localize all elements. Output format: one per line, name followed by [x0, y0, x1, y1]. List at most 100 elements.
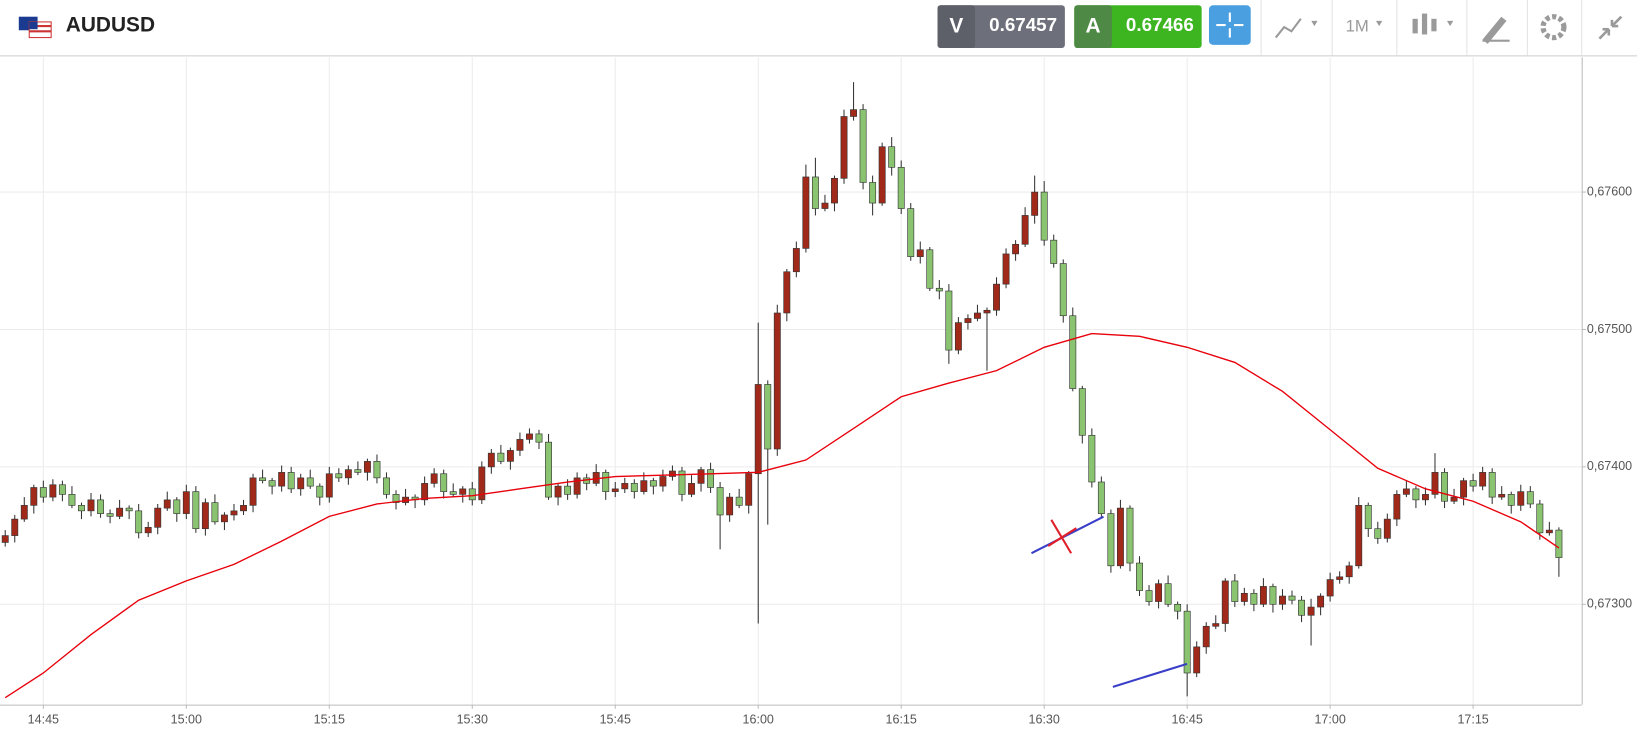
candle-body — [268, 480, 276, 487]
candle-body — [1460, 480, 1468, 498]
candle-body — [449, 491, 457, 495]
candle-body — [1288, 595, 1296, 601]
candle-body — [859, 109, 867, 183]
candle-body — [869, 182, 877, 204]
candle-body — [516, 439, 524, 451]
candle-body — [221, 514, 228, 523]
indicators-button[interactable] — [1274, 18, 1318, 39]
candle-body — [1345, 565, 1353, 578]
candle-body — [1441, 472, 1448, 502]
candle-body — [1526, 491, 1534, 505]
candle-body — [58, 484, 66, 495]
candle-body — [1107, 513, 1115, 567]
candle-body — [1174, 603, 1182, 612]
candle-body — [1393, 494, 1401, 520]
buy-price: 0.67466 — [1126, 14, 1194, 35]
candle-body — [1012, 243, 1020, 255]
candle-body — [916, 249, 924, 257]
candle-body — [1078, 388, 1086, 436]
x-tick-label: 14:45 — [28, 713, 59, 727]
candle-body — [392, 494, 400, 503]
candle-body — [1374, 528, 1382, 539]
candle-body — [1412, 488, 1420, 501]
candle-body — [163, 499, 171, 509]
x-tick-label: 17:00 — [1314, 713, 1345, 727]
candle-body — [1183, 610, 1191, 674]
symbol: AUDUSD — [66, 14, 155, 37]
candle-body — [1145, 590, 1153, 602]
candle-body — [278, 472, 286, 487]
candle-body — [1250, 592, 1258, 605]
candle-body — [154, 507, 162, 528]
candle-body — [1355, 505, 1363, 567]
sell-label-bg — [937, 5, 976, 49]
candle-body — [611, 488, 619, 492]
candle-body — [459, 488, 467, 495]
candle-body — [20, 505, 28, 520]
y-tick-label: 0,67300 — [1587, 597, 1632, 611]
candle-body — [564, 485, 572, 495]
dropdown-arrow — [1375, 20, 1383, 27]
candle-body — [373, 461, 381, 479]
crosshair-button[interactable] — [1208, 5, 1251, 45]
candle-body — [1469, 480, 1477, 487]
candle-body — [1136, 562, 1143, 591]
candle-body — [1422, 494, 1429, 501]
collapse-button[interactable] — [1598, 15, 1623, 40]
candle-body — [106, 513, 114, 517]
candle-body — [1279, 595, 1286, 605]
candle-body — [430, 473, 438, 484]
candle-body — [116, 507, 124, 517]
timeframe[interactable]: 1M — [1346, 17, 1369, 36]
candle-body — [11, 518, 19, 536]
candle-body — [1002, 253, 1010, 285]
candle-body — [1383, 518, 1391, 539]
candle-body — [135, 510, 143, 534]
candle-body — [1307, 606, 1315, 616]
chart-type-button[interactable] — [1412, 13, 1454, 35]
toolbar — [0, 0, 1637, 56]
candle-body — [144, 527, 152, 534]
candle-body — [850, 109, 857, 117]
candle-body — [97, 499, 104, 514]
candle-body — [1059, 263, 1067, 317]
candle-body — [306, 477, 314, 487]
candle-body — [1402, 488, 1410, 495]
candle-body — [964, 318, 972, 323]
candle-body — [1488, 472, 1496, 498]
candle-body — [49, 484, 57, 498]
candle-body — [1193, 646, 1201, 674]
candle-body — [249, 477, 257, 506]
x-tick-label: 15:00 — [171, 713, 202, 727]
x-tick-label: 15:15 — [314, 713, 345, 727]
candle-body — [526, 433, 533, 440]
candle-body — [1021, 215, 1029, 245]
draw-button[interactable] — [1482, 16, 1510, 44]
candle-body — [1498, 494, 1506, 498]
candle-body — [1050, 239, 1058, 264]
x-tick-label: 16:30 — [1029, 713, 1060, 727]
candle-body — [554, 485, 562, 498]
x-tick-label: 16:15 — [886, 713, 917, 727]
candle-body — [1231, 580, 1239, 602]
candle-body — [754, 384, 762, 475]
candle-body — [39, 487, 47, 498]
buy-label: A — [1086, 15, 1101, 38]
candle-body — [745, 473, 753, 506]
candle-body — [726, 496, 734, 516]
candle-body — [935, 287, 943, 292]
candle-body — [230, 510, 238, 516]
candle-body — [1336, 576, 1344, 580]
candle-body — [1097, 481, 1105, 514]
y-tick-label: 0,67600 — [1587, 184, 1632, 198]
y-tick-label: 0,67500 — [1587, 322, 1632, 336]
candle-body — [287, 472, 295, 490]
candle-body — [316, 485, 324, 498]
x-tick-label: 17:15 — [1457, 713, 1488, 727]
candle-body — [993, 283, 1000, 311]
sell-price: 0.67457 — [989, 14, 1057, 35]
cross-mark — [1047, 527, 1077, 547]
settings-button[interactable] — [1540, 14, 1567, 41]
